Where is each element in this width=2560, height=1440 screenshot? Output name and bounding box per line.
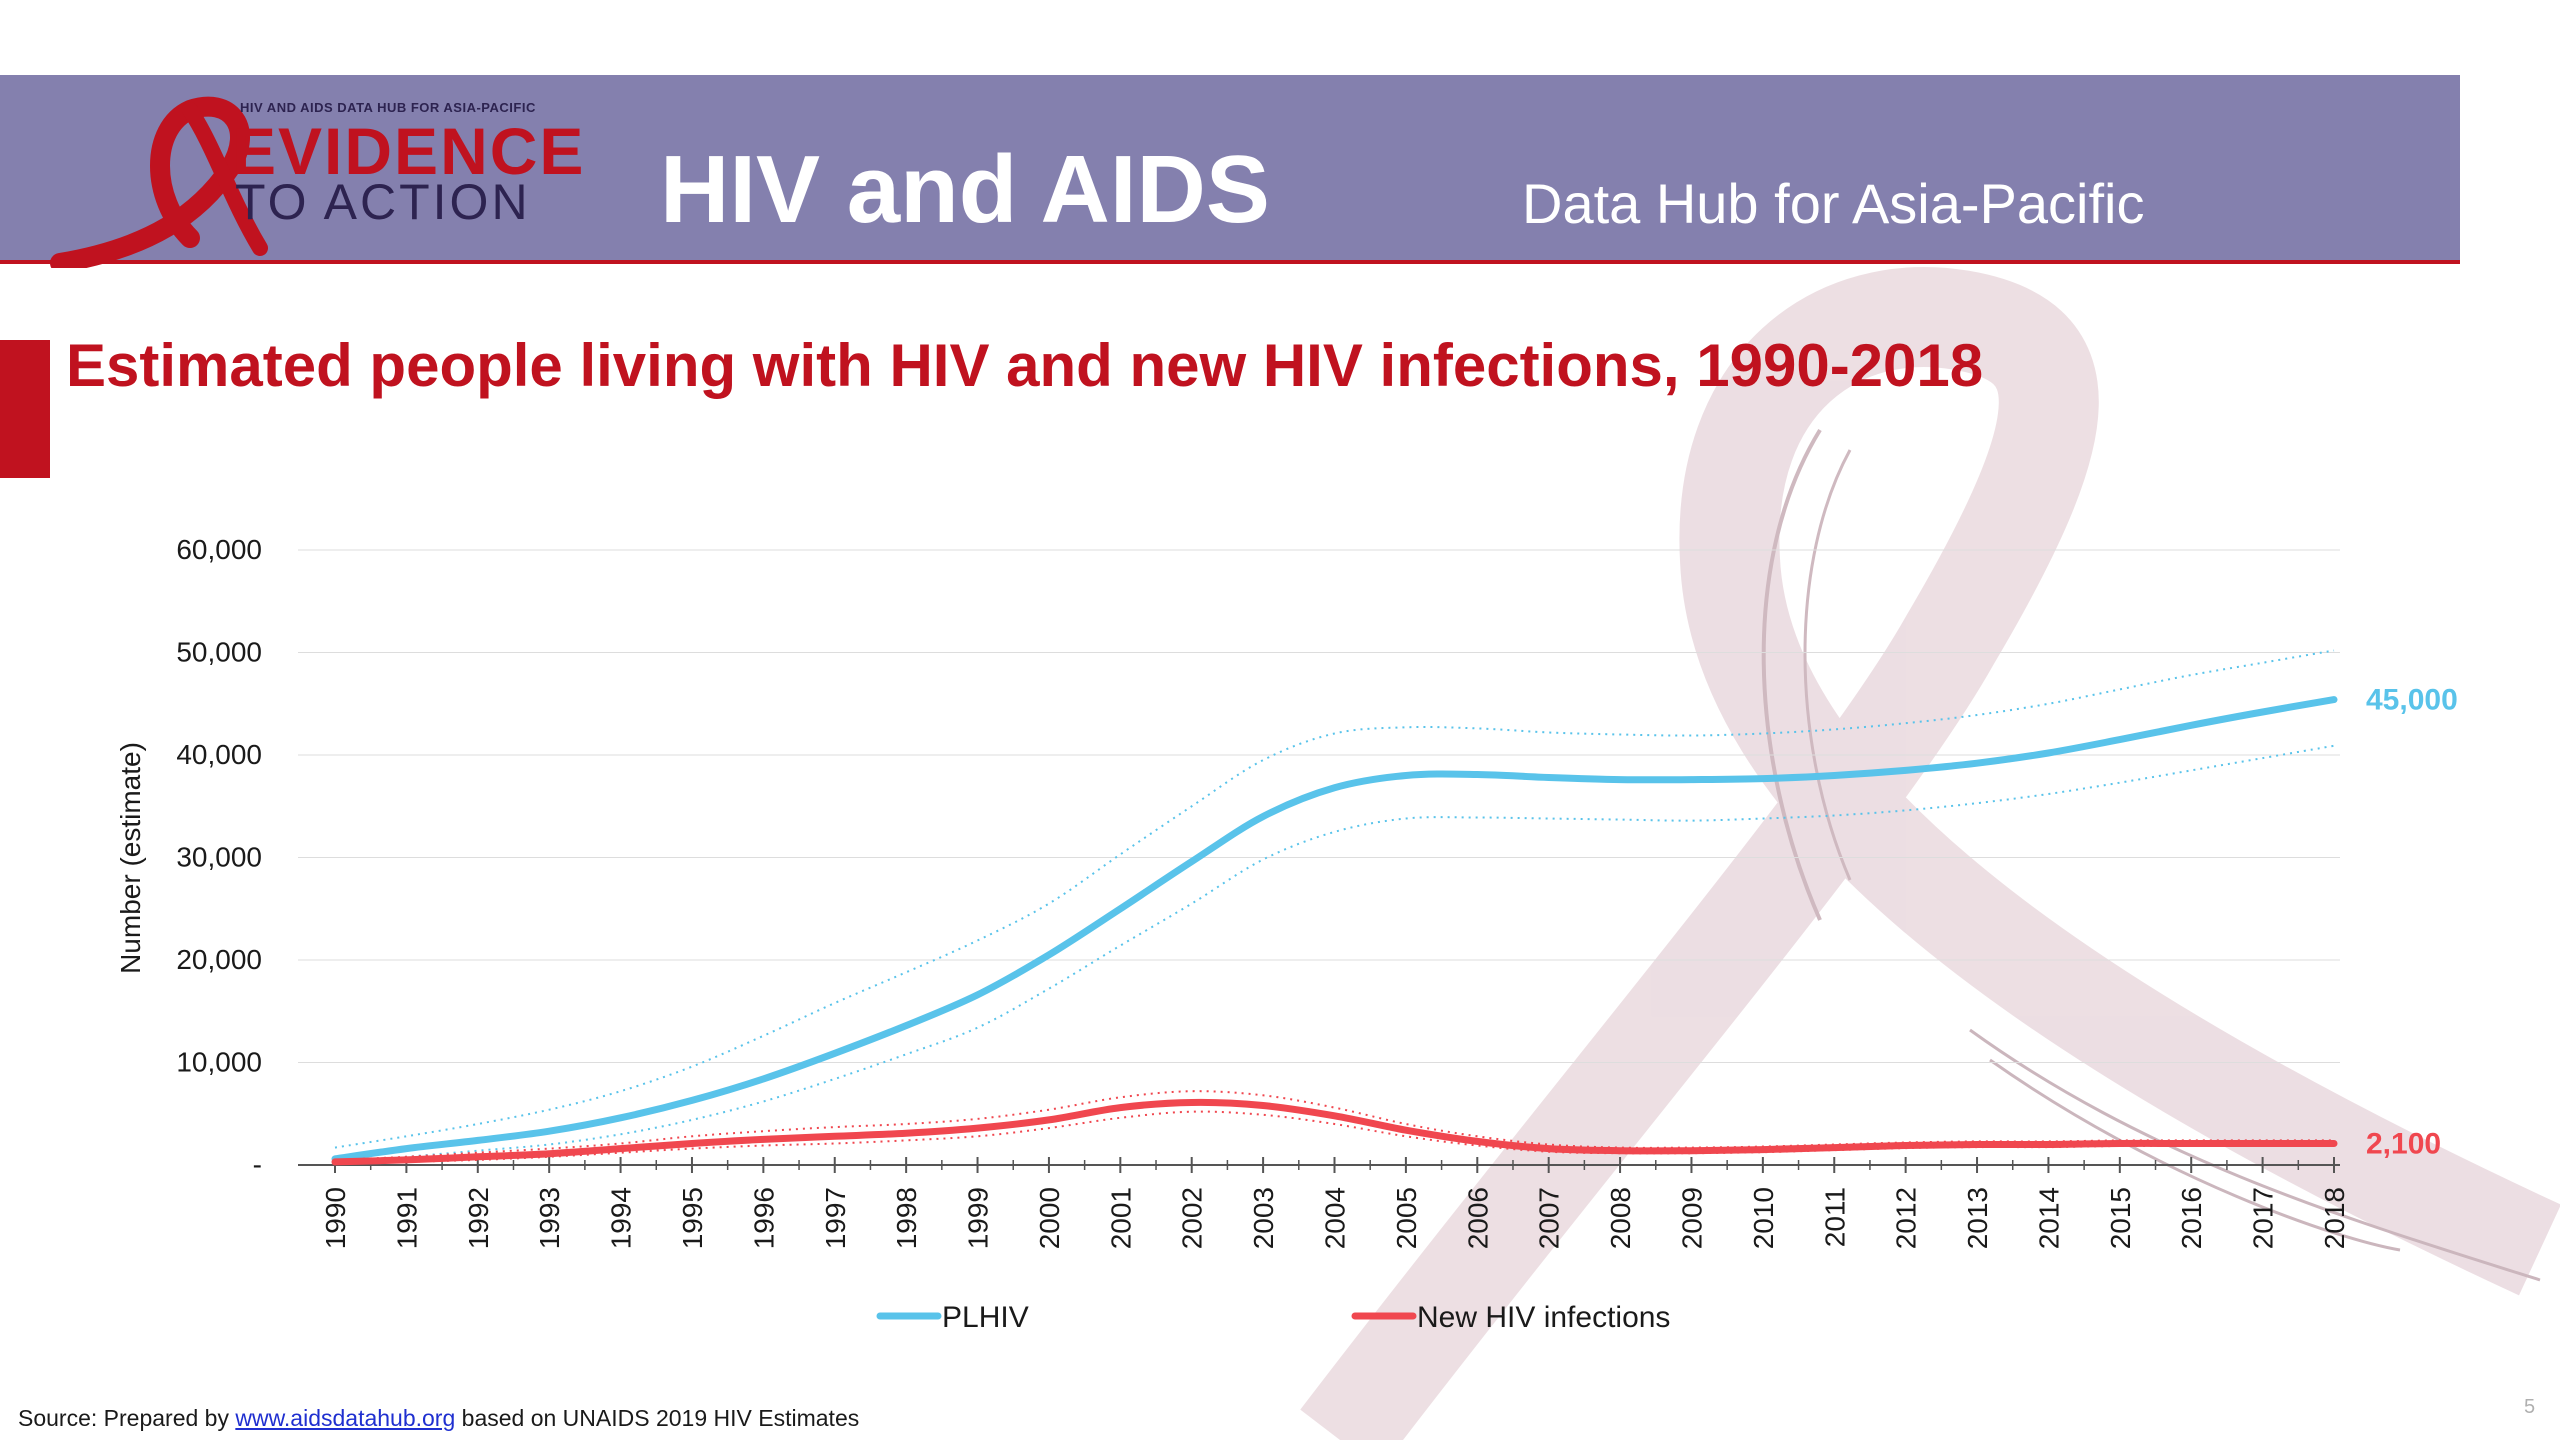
x-tick-label: 1996 — [748, 1187, 779, 1249]
logo-tagline: HIV AND AIDS DATA HUB FOR ASIA-PACIFIC — [240, 100, 536, 115]
ribbon-watermark-icon — [1300, 267, 2560, 1440]
x-tick-label: 1993 — [534, 1187, 565, 1249]
y-tick-label: 20,000 — [176, 944, 262, 975]
header-banner — [0, 75, 2460, 264]
legend-label-plhiv: PLHIV — [942, 1301, 1029, 1334]
x-tick-label: 2012 — [1891, 1187, 1922, 1249]
x-tick-label: 2018 — [2319, 1187, 2350, 1249]
x-tick-label: 2000 — [1034, 1187, 1065, 1249]
x-tick-label: 2002 — [1177, 1187, 1208, 1249]
header-subtitle: Data Hub for Asia-Pacific — [1522, 172, 2145, 235]
series-plhiv-line — [331, 696, 2338, 1163]
source-suffix: based on UNAIDS 2019 HIV Estimates — [455, 1405, 860, 1431]
series-new-hiv-infections-end-label: 2,100 — [2366, 1127, 2441, 1160]
x-tick-label: 1995 — [677, 1187, 708, 1249]
chart-title: Estimated people living with HIV and new… — [66, 332, 1984, 399]
x-tick-label: 2015 — [2105, 1187, 2136, 1249]
x-tick-label: 2017 — [2248, 1187, 2279, 1249]
x-tick-label: 1994 — [606, 1187, 637, 1249]
x-tick-label: 2011 — [1819, 1187, 1850, 1247]
legend-label-new-hiv-infections: New HIV infections — [1417, 1301, 1670, 1334]
x-tick-label: 2001 — [1105, 1187, 1136, 1249]
series-new-hiv-infections-upper-bound — [334, 1090, 2334, 1161]
series-plhiv-lower-bound — [334, 744, 2335, 1164]
x-tick-label: 1991 — [391, 1187, 422, 1249]
x-tick-label: 2004 — [1320, 1187, 1351, 1249]
logo-evidence-text: EVIDENCE — [232, 114, 586, 188]
x-tick-label: 2009 — [1676, 1187, 1707, 1249]
y-tick-label: - — [253, 1149, 262, 1180]
x-tick-label: 2006 — [1462, 1187, 1493, 1249]
x-tick-label: 1992 — [463, 1187, 494, 1249]
y-tick-label: 30,000 — [176, 842, 262, 873]
y-tick-label: 10,000 — [176, 1047, 262, 1078]
y-tick-label: 60,000 — [176, 534, 262, 565]
x-tick-label: 2013 — [1962, 1187, 1993, 1249]
y-tick-label: 40,000 — [176, 739, 262, 770]
series-plhiv-end-label: 45,000 — [2366, 684, 2458, 717]
x-tick-label: 2016 — [2176, 1187, 2207, 1249]
source-prefix: Source: Prepared by — [18, 1405, 236, 1431]
x-tick-label: 1998 — [891, 1187, 922, 1249]
x-tick-label: 1997 — [820, 1187, 851, 1249]
page-number: 5 — [2524, 1396, 2536, 1418]
y-axis-title: Number (estimate) — [115, 742, 146, 974]
x-tick-label: 2005 — [1391, 1187, 1422, 1249]
red-ribbon-logo-icon — [50, 96, 268, 268]
series-new-hiv-infections-line — [331, 1098, 2338, 1166]
x-tick-label: 2007 — [1534, 1187, 1565, 1249]
source-link[interactable]: www.aidsdatahub.org — [235, 1405, 456, 1431]
x-tick-label: 2003 — [1248, 1187, 1279, 1249]
x-tick-label: 1990 — [320, 1187, 351, 1249]
x-tick-label: 1999 — [963, 1187, 994, 1249]
x-tick-label: 2010 — [1748, 1187, 1779, 1249]
logo-to-action-text: TO ACTION — [235, 174, 531, 230]
header-title: HIV and AIDS — [660, 136, 1270, 243]
x-tick-label: 2014 — [2033, 1187, 2064, 1249]
x-tick-label: 2008 — [1605, 1187, 1636, 1249]
series-new-hiv-infections-lower-bound — [334, 1110, 2334, 1165]
title-accent-bar — [0, 340, 50, 478]
source-note: Source: Prepared by www.aidsdatahub.org … — [18, 1404, 859, 1432]
y-tick-label: 50,000 — [176, 637, 262, 668]
